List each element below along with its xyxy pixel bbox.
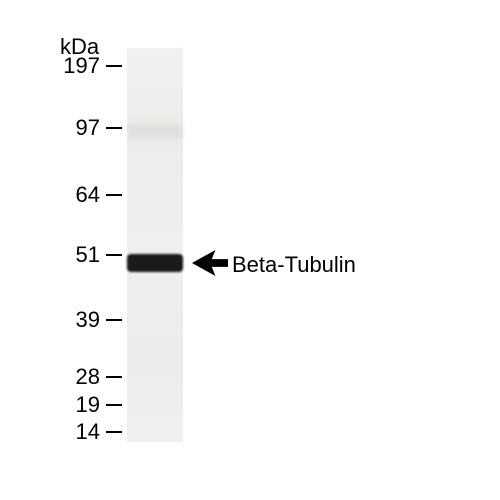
marker-tick xyxy=(106,254,122,256)
marker-label: 19 xyxy=(76,392,100,418)
marker-tick xyxy=(106,194,122,196)
marker-tick xyxy=(106,65,122,67)
marker-label: 51 xyxy=(76,242,100,268)
annotation-arrow xyxy=(192,250,228,276)
marker-tick xyxy=(106,404,122,406)
marker-label: 39 xyxy=(76,307,100,333)
marker-tick xyxy=(106,319,122,321)
marker-label: 28 xyxy=(76,364,100,390)
marker-label: 97 xyxy=(76,115,100,141)
marker-label: 14 xyxy=(76,419,100,445)
blot-lane xyxy=(127,48,183,442)
lane-background xyxy=(127,48,183,442)
marker-tick xyxy=(106,127,122,129)
lane-noise-band xyxy=(127,123,183,139)
marker-tick xyxy=(106,376,122,378)
protein-band xyxy=(129,256,181,270)
western-blot-figure: kDa 19797645139281914 Beta-Tubulin xyxy=(0,0,500,500)
band-annotation: Beta-Tubulin xyxy=(232,252,356,278)
marker-label: 64 xyxy=(76,182,100,208)
marker-label: 197 xyxy=(63,53,100,79)
marker-tick xyxy=(106,431,122,433)
